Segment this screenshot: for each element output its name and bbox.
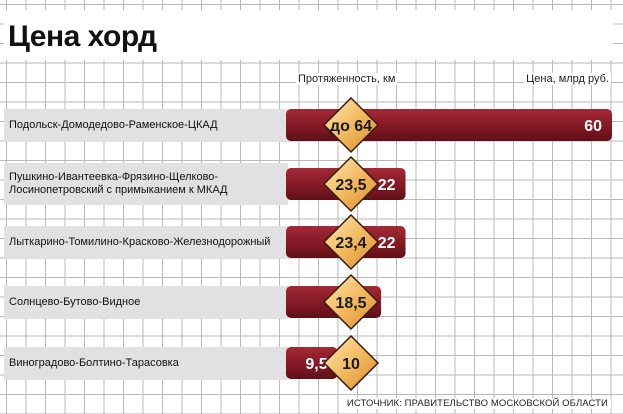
title-box	[4, 10, 613, 60]
length-diamond	[322, 155, 380, 213]
length-value-label: до 64	[330, 118, 372, 135]
length-diamond	[322, 213, 380, 271]
length-value-label: 18,5	[335, 295, 366, 312]
length-diamond	[322, 273, 380, 331]
length-value-label: 23,5	[335, 177, 366, 194]
chart-title: Цена хорд	[8, 20, 157, 53]
length-value-label: 23,4	[335, 235, 366, 252]
source-note: ИСТОЧНИК: ПРАВИТЕЛЬСТВО МОСКОВСКОЙ ОБЛАС…	[343, 398, 611, 409]
category-label: Подольск-Домодедово-Раменское-ЦКАД	[4, 108, 288, 142]
price-bar	[286, 347, 338, 379]
price-value-label: 60	[584, 118, 602, 135]
length-value-label: 10	[342, 356, 360, 373]
category-label: Солнцево-Бутово-Видное	[4, 285, 288, 319]
category-label: Лыткарино-Томилино-Красково-Железнодорож…	[4, 225, 288, 259]
price-value-label: 9,5	[305, 356, 327, 373]
category-label: Виноградово-Болтино-Тарасовка	[4, 346, 288, 380]
length-column-header: Протяженность, км	[296, 73, 398, 85]
length-diamond	[322, 334, 380, 392]
length-diamond	[322, 96, 380, 154]
price-value-label: 22	[378, 235, 396, 252]
price-value-label: 22	[378, 177, 396, 194]
price-column-header: Цена, млрд руб.	[524, 73, 611, 85]
category-label: Пушкино-Ивантеевка-Фрязино-Щелково- Лоси…	[4, 163, 288, 205]
